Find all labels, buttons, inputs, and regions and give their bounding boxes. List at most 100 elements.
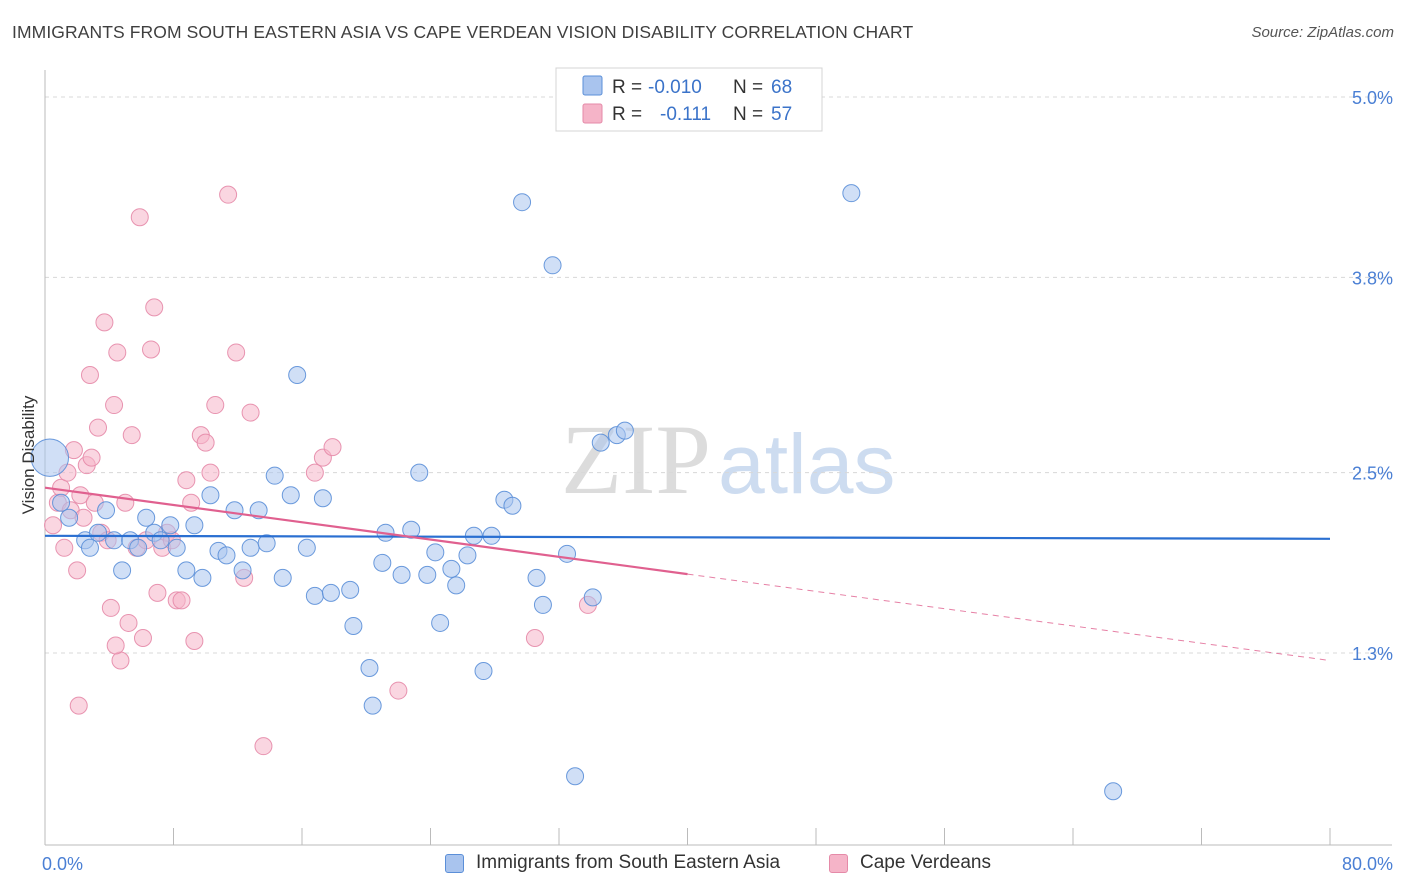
- immigrants-point-22: [225, 501, 244, 520]
- cape-verdeans-point-51: [323, 438, 342, 457]
- immigrants-point-46: [431, 613, 450, 632]
- cape-verdeans-point-20: [108, 343, 127, 362]
- legend-item-cape-verdeans[interactable]: Cape Verdeans: [829, 852, 991, 874]
- immigrants-point-37: [360, 659, 379, 678]
- legend-r-label-blue: R =: [612, 77, 642, 98]
- immigrants-point-57: [527, 568, 546, 587]
- immigrants-point-51: [474, 662, 493, 681]
- immigrants-point-36: [344, 616, 363, 635]
- immigrants-point-5: [80, 538, 99, 557]
- legend-r-value-blue: -0.010: [648, 77, 702, 98]
- immigrants-point-39: [373, 553, 392, 572]
- watermark-zip: ZIP: [561, 404, 711, 515]
- immigrants-point-26: [257, 534, 276, 553]
- immigrants-point-47: [442, 559, 461, 578]
- immigrants-point-25: [249, 501, 268, 520]
- legend-item-immigrants[interactable]: Immigrants from South Eastern Asia: [445, 852, 780, 874]
- immigrants-point-65: [842, 184, 861, 203]
- tick-labels: 5.0% 3.8% 2.5% 1.3% 0.0% 80.0%: [42, 88, 1393, 874]
- trend-line-immigrants: [44, 534, 1331, 540]
- immigrants-point-18: [193, 568, 212, 587]
- series-cape-verdeans: [44, 185, 597, 756]
- cape-verdeans-point-29: [142, 340, 161, 359]
- immigrants-point-49: [458, 546, 477, 565]
- immigrants-point-35: [341, 580, 360, 599]
- y-axis-title: Vision Disability: [19, 395, 38, 514]
- immigrants-point-61: [583, 588, 602, 607]
- immigrants-point-10: [129, 538, 148, 557]
- source-label: Source: ZipAtlas.com: [1251, 24, 1394, 41]
- legend-swatch-immigrants: [445, 853, 464, 873]
- immigrants-point-38: [363, 696, 382, 715]
- cape-verdeans-point-49: [305, 463, 324, 482]
- cape-verdeans-point-16: [95, 313, 114, 332]
- cape-verdeans-point-31: [148, 583, 167, 602]
- watermark-atlas: atlas: [718, 417, 895, 511]
- immigrants-point-45: [426, 543, 445, 562]
- immigrants-point-31: [297, 538, 316, 557]
- cape-verdeans-point-37: [177, 471, 196, 490]
- immigrants-point-19: [201, 486, 220, 505]
- cape-verdeans-point-47: [241, 403, 260, 422]
- immigrants-point-60: [566, 767, 585, 786]
- cape-verdeans-point-19: [105, 396, 124, 415]
- cape-verdeans-point-44: [219, 185, 238, 204]
- y-tick-label-1: 3.8%: [1352, 268, 1393, 288]
- cape-verdeans-point-39: [185, 631, 204, 650]
- immigrants-point-8: [113, 561, 132, 580]
- immigrants-point-2: [60, 508, 79, 527]
- immigrants-point-55: [513, 193, 532, 212]
- legend-swatch-pink: [582, 103, 603, 124]
- stats-legend: R = -0.010 N = 68 R = -0.111 N = 57: [555, 67, 823, 132]
- immigrants-point-24: [241, 538, 260, 557]
- cape-verdeans-point-11: [80, 366, 99, 384]
- cape-verdeans-point-53: [525, 628, 544, 647]
- x-tick-label-1: 80.0%: [1342, 854, 1393, 874]
- immigrants-point-14: [161, 516, 180, 535]
- immigrants-point-41: [392, 565, 411, 584]
- cape-verdeans-point-21: [111, 651, 130, 670]
- watermark: ZIP atlas: [561, 404, 895, 515]
- legend-n-value-pink: 57: [771, 104, 792, 125]
- cape-verdeans-point-43: [206, 396, 225, 415]
- immigrants-point-27: [265, 466, 284, 485]
- legend-label-cape-verdeans: Cape Verdeans: [860, 852, 991, 873]
- cape-verdeans-point-36: [172, 591, 191, 610]
- immigrants-point-1: [52, 493, 71, 512]
- chart-title: IMMIGRANTS FROM SOUTH EASTERN ASIA VS CA…: [12, 22, 914, 42]
- immigrants-point-7: [105, 531, 124, 550]
- immigrants-point-44: [418, 565, 437, 584]
- immigrants-point-66: [1104, 782, 1123, 801]
- immigrants-point-62: [591, 433, 610, 452]
- legend-label-immigrants: Immigrants from South Eastern Asia: [476, 852, 781, 873]
- immigrants-point-43: [410, 463, 429, 482]
- y-tick-label-0: 5.0%: [1352, 88, 1393, 108]
- trend-line-cape-verdeans-extension: [687, 573, 1331, 662]
- cape-verdeans-point-12: [82, 448, 101, 467]
- immigrants-point-30: [288, 366, 307, 384]
- cape-verdeans-point-23: [119, 613, 138, 632]
- trend-lines: [44, 486, 1331, 662]
- cape-verdeans-point-42: [201, 463, 220, 482]
- immigrants-point-32: [305, 586, 324, 605]
- cape-verdeans-point-52: [389, 681, 408, 700]
- cape-verdeans-point-0: [44, 516, 63, 535]
- legend-swatch-blue: [582, 75, 603, 96]
- immigrants-point-54: [503, 496, 522, 515]
- immigrants-point-42: [402, 520, 421, 539]
- immigrants-point-23: [233, 561, 252, 580]
- immigrants-point-0: [30, 438, 70, 477]
- immigrants-point-4: [89, 523, 108, 542]
- immigrants-point-29: [281, 486, 300, 505]
- legend-n-value-blue: 68: [771, 77, 792, 98]
- legend-r-value-pink: -0.111: [660, 104, 711, 125]
- legend-n-label-pink: N =: [733, 104, 763, 125]
- immigrants-point-21: [217, 546, 236, 565]
- cape-verdeans-point-3: [55, 538, 74, 557]
- immigrants-point-11: [137, 508, 156, 527]
- x-tick-label-0: 0.0%: [42, 854, 83, 874]
- legend-n-label-blue: N =: [733, 77, 763, 98]
- immigrants-point-64: [615, 421, 634, 440]
- immigrants-point-33: [313, 489, 332, 508]
